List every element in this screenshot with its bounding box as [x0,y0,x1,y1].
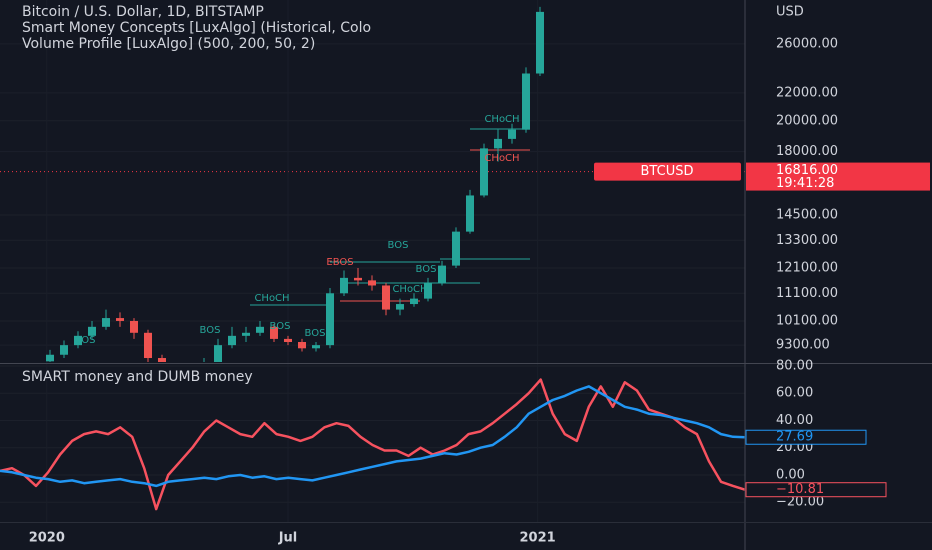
indicator-name: Volume Profile [LuxAlgo] (500, 200, 50, … [22,36,315,52]
x-tick-label: 2020 [29,531,65,546]
price-badge [746,162,930,191]
candle-body [284,338,292,343]
candle-body [382,285,390,310]
candle-body [466,195,474,232]
candle-body [494,138,502,149]
annotation: CHoCH [484,114,519,125]
symbol-badge [594,162,741,181]
x-tick-label: Jul [278,531,298,546]
candle-body [522,73,530,130]
candle-body [340,277,348,294]
candle-body [424,282,432,299]
candle-body [214,345,222,362]
y-tick-label: 26000.00 [776,36,838,51]
y-tick-label: 40.00 [776,413,813,428]
candle-body [144,332,152,359]
candle-body [130,320,138,333]
y-tick-label: 14500.00 [776,207,838,222]
y-tick-label: 20000.00 [776,113,838,128]
last-value-label: 27.69 [776,430,813,445]
candle-body [438,265,446,283]
annotation: BOS [75,335,96,346]
annotation: CHoCH [484,153,519,164]
candle-body [228,335,236,346]
candle-body [74,335,82,346]
y-tick-label: 9300.00 [776,338,830,353]
y-tick-label: 60.00 [776,386,813,401]
candle-body [396,304,404,310]
annotation: BOS [270,321,291,332]
y-tick-label: 11100.00 [776,286,838,301]
price-axis-bg [745,0,932,550]
last-value-label: −10.81 [776,482,824,497]
candle-body [326,293,334,346]
indicator-name: Smart Money Concepts [LuxAlgo] (Historic… [22,20,371,36]
candle-body [354,277,362,281]
price-value: 16816.00 [776,163,838,178]
candle-body [536,11,544,74]
countdown: 19:41:28 [776,176,834,191]
chart-title: Bitcoin / U.S. Dollar, 1D, BITSTAMP [22,4,264,20]
candle-body [256,326,264,333]
annotation: BOS [388,240,409,251]
candle-body [410,298,418,305]
last-value-badge [745,429,867,445]
annotation: BOS [305,328,326,339]
y-tick-label: −20.00 [776,495,824,510]
annotation: CHoCH [254,293,289,304]
axis-unit: USD [776,5,804,20]
y-tick-label: 22000.00 [776,85,838,100]
symbol-label: BTCUSD [641,164,694,179]
y-tick-label: 12100.00 [776,261,838,276]
candle-body [508,129,516,139]
annotation: CHoCH [392,284,427,295]
time-axis-bg [0,522,745,550]
annotation: EBOS [326,257,353,268]
candle-body [312,345,320,349]
candle-body [46,354,54,362]
indicator-title: SMART money and DUMB money [22,369,253,385]
candle-body [158,358,166,362]
candle-body [116,318,124,321]
x-tick-label: 2021 [520,531,556,546]
candle-body [102,318,110,327]
annotation: BOS [200,325,221,336]
last-value-badge [745,482,887,498]
candle-body [480,148,488,196]
candle-body [242,332,250,336]
y-tick-label: 80.00 [776,358,813,373]
annotation: BOS [416,264,437,275]
y-tick-label: 13300.00 [776,233,838,248]
candle-body [452,231,460,266]
candle-body [60,345,68,355]
y-tick-label: 10100.00 [776,313,838,328]
candle-body [298,342,306,349]
y-tick-label: 0.00 [776,467,805,482]
candle-body [88,326,96,336]
candle-body [270,326,278,339]
series-line [0,385,745,488]
y-tick-label: 18000.00 [776,144,838,159]
series-line [0,378,745,511]
candle-body [368,280,376,286]
